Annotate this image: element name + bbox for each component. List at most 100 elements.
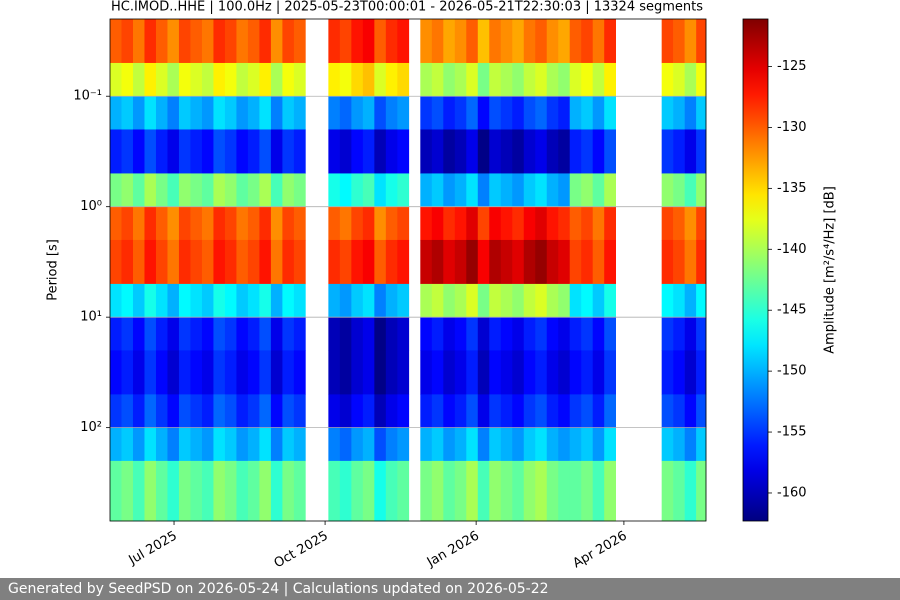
cell: [673, 317, 685, 351]
cell: [155, 19, 168, 64]
cell: [110, 394, 122, 428]
cell: [132, 173, 145, 207]
cell: [581, 394, 594, 428]
cell: [684, 394, 697, 428]
cell: [213, 427, 226, 462]
cell: [489, 460, 502, 522]
cell: [420, 317, 433, 351]
cell: [259, 394, 272, 428]
cell: [443, 173, 456, 207]
cell: [673, 283, 685, 318]
cell: [661, 350, 674, 395]
cell: [213, 283, 226, 318]
cell: [247, 173, 260, 207]
cell: [581, 317, 594, 351]
cell: [247, 206, 260, 241]
cell: [431, 96, 444, 130]
cell: [201, 62, 214, 97]
cell: [569, 317, 582, 351]
cell: [374, 317, 387, 351]
cell: [132, 427, 145, 462]
cell: [546, 239, 559, 285]
heatmap: [110, 19, 707, 522]
cell: [592, 350, 605, 395]
cell: [247, 129, 260, 174]
cell: [489, 206, 502, 241]
cell: [673, 394, 685, 428]
cell: [328, 96, 341, 130]
cell: [397, 129, 410, 174]
cell: [500, 350, 513, 395]
cell: [293, 283, 306, 318]
cell: [132, 62, 145, 97]
cell: [270, 427, 283, 462]
cell: [213, 173, 226, 207]
cell: [512, 460, 525, 522]
cell: [293, 427, 306, 462]
cell: [190, 283, 203, 318]
cell: [110, 460, 122, 522]
cell: [339, 350, 352, 395]
cell: [684, 62, 697, 97]
cell: [282, 460, 295, 522]
cell: [661, 460, 674, 522]
cell: [167, 206, 180, 241]
cell: [270, 206, 283, 241]
cell: [581, 173, 594, 207]
cell: [282, 173, 295, 207]
cell: [443, 96, 456, 130]
cell: [167, 173, 180, 207]
cell: [110, 173, 122, 207]
cell: [236, 96, 249, 130]
cell: [270, 19, 283, 64]
cell: [201, 129, 214, 174]
cell: [558, 460, 571, 522]
cell: [236, 317, 249, 351]
cell: [454, 427, 467, 462]
cell: [259, 427, 272, 462]
cell: [259, 460, 272, 522]
cell: [696, 394, 707, 428]
chart: 10⁻¹ 10⁰ 10¹ 10² Jul 2025 Oct 2025 Jan 2026 Apr…: [46, 0, 838, 571]
cell: [121, 96, 134, 130]
cell: [132, 350, 145, 395]
cell: [385, 460, 398, 522]
cell: [684, 427, 697, 462]
colorbar-label: Amplitude [m²/s⁴/Hz] [dB]: [823, 186, 838, 354]
cell: [523, 129, 536, 174]
cell: [178, 129, 191, 174]
cell: [512, 19, 525, 64]
cell: [558, 283, 571, 318]
cell: [581, 460, 594, 522]
cell: [259, 173, 272, 207]
cell: [110, 62, 122, 97]
cell: [684, 96, 697, 130]
cell: [420, 427, 433, 462]
cell: [385, 283, 398, 318]
cell: [362, 96, 375, 130]
cell: [374, 173, 387, 207]
cell: [362, 239, 375, 285]
cell: [362, 317, 375, 351]
cell: [293, 96, 306, 130]
cell: [132, 394, 145, 428]
cell: [512, 96, 525, 130]
cell: [604, 460, 616, 522]
cell: [500, 62, 513, 97]
cell: [121, 283, 134, 318]
cell: [178, 317, 191, 351]
cell: [661, 427, 674, 462]
cell: [385, 96, 398, 130]
colorbar-tick-label: -145: [777, 303, 807, 318]
cell: [443, 350, 456, 395]
cell: [523, 283, 536, 318]
cell: [167, 62, 180, 97]
cell: [696, 19, 707, 64]
cell: [328, 19, 341, 64]
cell: [546, 206, 559, 241]
cell: [236, 129, 249, 174]
cell: [546, 19, 559, 64]
cell: [351, 129, 364, 174]
cell: [604, 239, 616, 285]
cell: [144, 173, 157, 207]
